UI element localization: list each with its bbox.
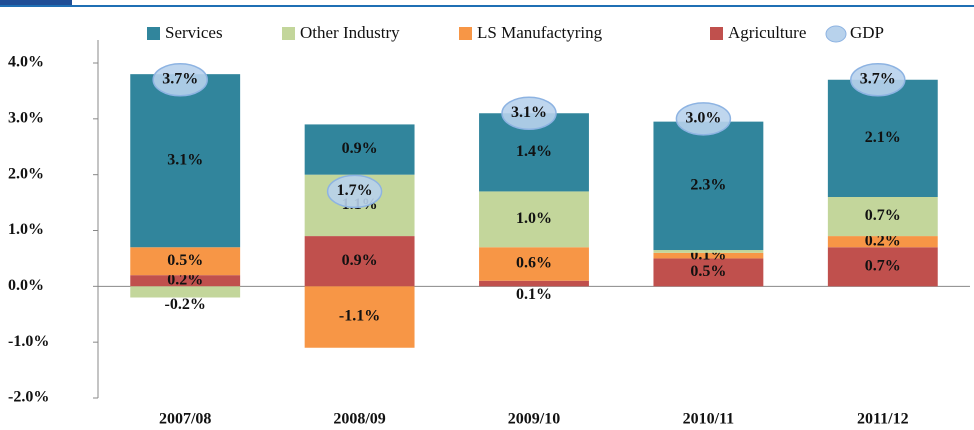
value-label: 0.5%: [167, 252, 203, 269]
bar-segment: [653, 258, 764, 287]
bar-segment: [827, 79, 938, 197]
value-label: 1.0%: [516, 210, 552, 227]
header-rule: [0, 5, 974, 7]
y-tick-label: 0.0%: [8, 277, 44, 294]
bar-segment: [479, 191, 589, 248]
value-label: -1.1%: [339, 308, 380, 325]
legend-swatch: [710, 27, 723, 40]
gdp-label: 1.7%: [337, 182, 373, 199]
gdp-label: 3.0%: [685, 110, 721, 127]
bar-segment: [304, 286, 415, 348]
gdp-label: 3.7%: [860, 70, 896, 87]
value-label: 0.7%: [865, 257, 901, 274]
gdp-bubble: [850, 63, 906, 97]
bar-segment: [479, 247, 589, 281]
value-label: 2.3%: [690, 177, 726, 194]
gdp-bubble: [326, 174, 383, 209]
legend-label: LS Manufactyring: [477, 23, 603, 42]
y-tick-label: 2.0%: [8, 165, 44, 182]
header-tab: [0, 0, 72, 7]
gdp-label: 3.1%: [511, 104, 547, 121]
value-label: 0.9%: [342, 252, 378, 269]
bar-segment: [130, 286, 241, 298]
bar-segment: [653, 250, 764, 253]
legend-swatch: [282, 27, 295, 40]
bar-segment: [304, 236, 415, 287]
gdp-bubble: [152, 63, 208, 97]
value-label: 0.9%: [342, 140, 378, 157]
x-tick-label: 2008/09: [333, 411, 385, 428]
bar-segment: [827, 197, 938, 237]
bar-segment: [653, 252, 764, 259]
value-label: 0.5%: [690, 263, 726, 280]
x-tick-label: 2009/10: [508, 411, 560, 428]
legend-label: GDP: [850, 23, 884, 42]
value-label: 0.2%: [167, 271, 203, 288]
bar-segment: [304, 124, 415, 175]
value-label: 0.2%: [865, 232, 901, 249]
gdp-bubble: [675, 102, 732, 136]
y-tick-label: 1.0%: [8, 221, 44, 238]
legend-label: Other Industry: [300, 23, 400, 42]
x-tick-label: 2007/08: [159, 411, 211, 428]
bar-segment: [827, 236, 938, 248]
value-label: -0.2%: [165, 296, 206, 313]
y-tick-label: -2.0%: [8, 389, 49, 406]
value-label: 0.7%: [865, 207, 901, 224]
bar-segment: [827, 247, 938, 287]
value-label: 3.1%: [167, 151, 203, 168]
value-label: 2.1%: [865, 129, 901, 146]
bar-segment: [653, 121, 764, 251]
y-tick-label: -1.0%: [8, 333, 49, 350]
gdp-label: 3.7%: [162, 70, 198, 87]
value-label: 0.1%: [516, 286, 552, 303]
bar-segment: [479, 280, 589, 287]
x-tick-label: 2011/12: [857, 411, 909, 428]
x-tick-label: 2010/11: [683, 411, 735, 428]
bar-segment: [130, 74, 241, 248]
legend-swatch: [825, 25, 847, 43]
legend-swatch: [459, 27, 472, 40]
legend-swatch: [147, 27, 160, 40]
value-label: 0.6%: [516, 255, 552, 272]
bar-segment: [130, 275, 241, 287]
legend-label: Agriculture: [728, 23, 806, 42]
gdp-bubble: [501, 96, 557, 130]
value-label: 1.4%: [516, 143, 552, 160]
bar-segment: [130, 247, 241, 276]
y-tick-label: 3.0%: [8, 110, 44, 127]
legend-label: Services: [165, 23, 223, 42]
y-tick-label: 4.0%: [8, 54, 44, 71]
